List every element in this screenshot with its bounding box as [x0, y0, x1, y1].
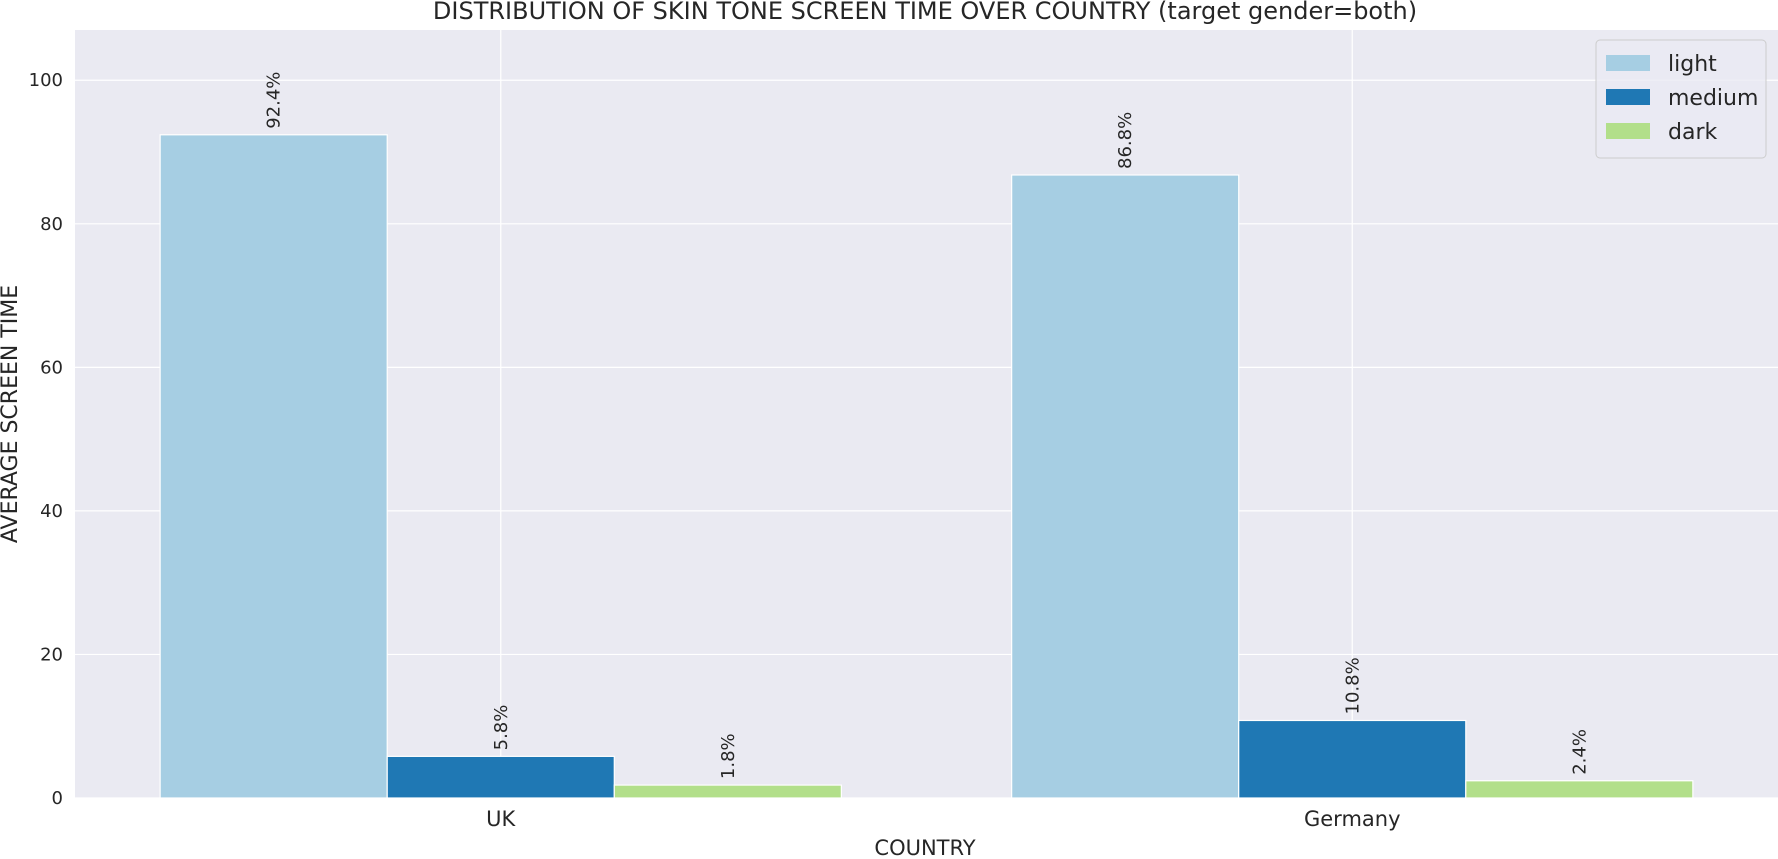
bar-medium-germany [1238, 719, 1467, 799]
data-label: 5.8% [491, 705, 512, 751]
x-axis-label: COUNTRY [874, 836, 975, 859]
legend: light medium dark [1595, 39, 1767, 159]
y-tick-label: 100 [29, 70, 63, 91]
data-label: 1.8% [718, 733, 739, 779]
data-label: 92.4% [264, 72, 285, 129]
legend-swatch-light [1606, 55, 1650, 71]
x-tick-label: UK [486, 807, 516, 831]
bar-light-uk [159, 134, 388, 799]
bar-dark-uk [613, 784, 842, 799]
legend-label-medium: medium [1668, 86, 1758, 111]
legend-swatch-medium [1606, 89, 1650, 105]
y-tick-label: 20 [40, 644, 63, 665]
bar-medium-uk [386, 755, 615, 799]
legend-label-light: light [1668, 52, 1717, 77]
bar-dark-germany [1465, 780, 1694, 799]
x-axis-ticks: UK Germany [486, 807, 1400, 831]
y-tick-label: 0 [52, 788, 63, 809]
bar-light-germany [1011, 174, 1240, 799]
legend-swatch-dark [1606, 123, 1650, 139]
data-label: 2.4% [1569, 729, 1590, 775]
bars [159, 134, 1694, 799]
legend-label-dark: dark [1668, 120, 1717, 145]
data-label: 10.8% [1342, 657, 1363, 714]
data-label: 86.8% [1115, 112, 1136, 169]
y-tick-label: 60 [40, 357, 63, 378]
y-tick-label: 80 [40, 214, 63, 235]
y-axis-label: AVERAGE SCREEN TIME [0, 285, 23, 543]
y-tick-label: 40 [40, 501, 63, 522]
y-axis-ticks: 0 20 40 60 80 100 [29, 70, 63, 809]
x-tick-label: Germany [1304, 807, 1401, 831]
data-labels: 92.4% 86.8% 5.8% 10.8% 1.8% 2.4% [264, 72, 1591, 779]
chart-title: DISTRIBUTION OF SKIN TONE SCREEN TIME OV… [433, 0, 1417, 25]
